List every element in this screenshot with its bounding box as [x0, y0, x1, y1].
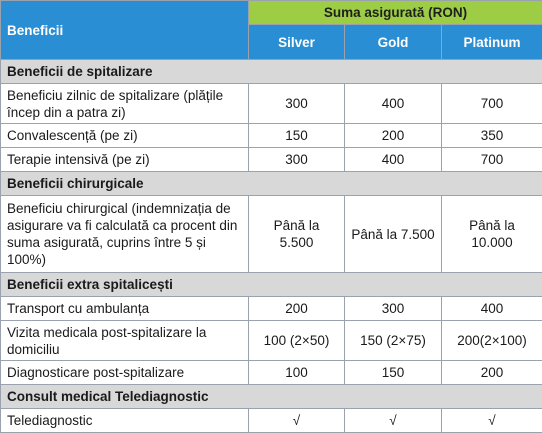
- gold-value: 150: [345, 361, 442, 385]
- platinum-value: Până la 10.000: [442, 196, 542, 273]
- gold-check-icon: √: [345, 409, 442, 433]
- tier-gold-header: Gold: [345, 25, 442, 60]
- section-title: Beneficii extra spitalicești: [1, 273, 542, 297]
- gold-value: 400: [345, 84, 442, 124]
- section-title: Consult medical Telediagnostic: [1, 385, 542, 409]
- section-title: Beneficii chirurgicale: [1, 172, 542, 196]
- row-label: Beneficiu chirurgical (indemnizația de a…: [1, 196, 249, 273]
- platinum-check-icon: √: [442, 409, 542, 433]
- section-row: Beneficii extra spitalicești: [1, 273, 542, 297]
- row-label: Transport cu ambulanța: [1, 297, 249, 321]
- section-row: Beneficii chirurgicale: [1, 172, 542, 196]
- table-row: Telediagnostic √ √ √: [1, 409, 542, 433]
- gold-value: Până la 7.500: [345, 196, 442, 273]
- row-label: Convalescență (pe zi): [1, 124, 249, 148]
- row-label: Telediagnostic: [1, 409, 249, 433]
- table-row: Terapie intensivă (pe zi) 300 400 700: [1, 148, 542, 172]
- silver-check-icon: √: [249, 409, 345, 433]
- silver-value: 300: [249, 148, 345, 172]
- silver-value: 200: [249, 297, 345, 321]
- gold-value: 300: [345, 297, 442, 321]
- silver-value: 300: [249, 84, 345, 124]
- table-row: Convalescență (pe zi) 150 200 350: [1, 124, 542, 148]
- platinum-value: 200(2×100): [442, 321, 542, 361]
- section-title: Beneficii de spitalizare: [1, 60, 542, 84]
- platinum-value: 700: [442, 148, 542, 172]
- section-row: Beneficii de spitalizare: [1, 60, 542, 84]
- table-row: Transport cu ambulanța 200 300 400: [1, 297, 542, 321]
- table-row: Beneficiu zilnic de spitalizare (plățile…: [1, 84, 542, 124]
- silver-value: 150: [249, 124, 345, 148]
- platinum-value: 350: [442, 124, 542, 148]
- table-row: Vizita medicala post-spitalizare la domi…: [1, 321, 542, 361]
- gold-value: 400: [345, 148, 442, 172]
- silver-value: 100 (2×50): [249, 321, 345, 361]
- silver-value: 100: [249, 361, 345, 385]
- platinum-value: 700: [442, 84, 542, 124]
- row-label: Terapie intensivă (pe zi): [1, 148, 249, 172]
- section-row: Consult medical Telediagnostic: [1, 385, 542, 409]
- platinum-value: 400: [442, 297, 542, 321]
- platinum-value: 200: [442, 361, 542, 385]
- row-label: Vizita medicala post-spitalizare la domi…: [1, 321, 249, 361]
- benefits-header: Beneficii: [1, 1, 249, 60]
- tier-platinum-header: Platinum: [442, 25, 542, 60]
- gold-value: 200: [345, 124, 442, 148]
- row-label: Diagnosticare post-spitalizare: [1, 361, 249, 385]
- sum-insured-header: Suma asigurată (RON): [249, 1, 542, 25]
- tier-silver-header: Silver: [249, 25, 345, 60]
- gold-value: 150 (2×75): [345, 321, 442, 361]
- silver-value: Până la 5.500: [249, 196, 345, 273]
- row-label: Beneficiu zilnic de spitalizare (plățile…: [1, 84, 249, 124]
- table-row: Beneficiu chirurgical (indemnizația de a…: [1, 196, 542, 273]
- table-row: Diagnosticare post-spitalizare 100 150 2…: [1, 361, 542, 385]
